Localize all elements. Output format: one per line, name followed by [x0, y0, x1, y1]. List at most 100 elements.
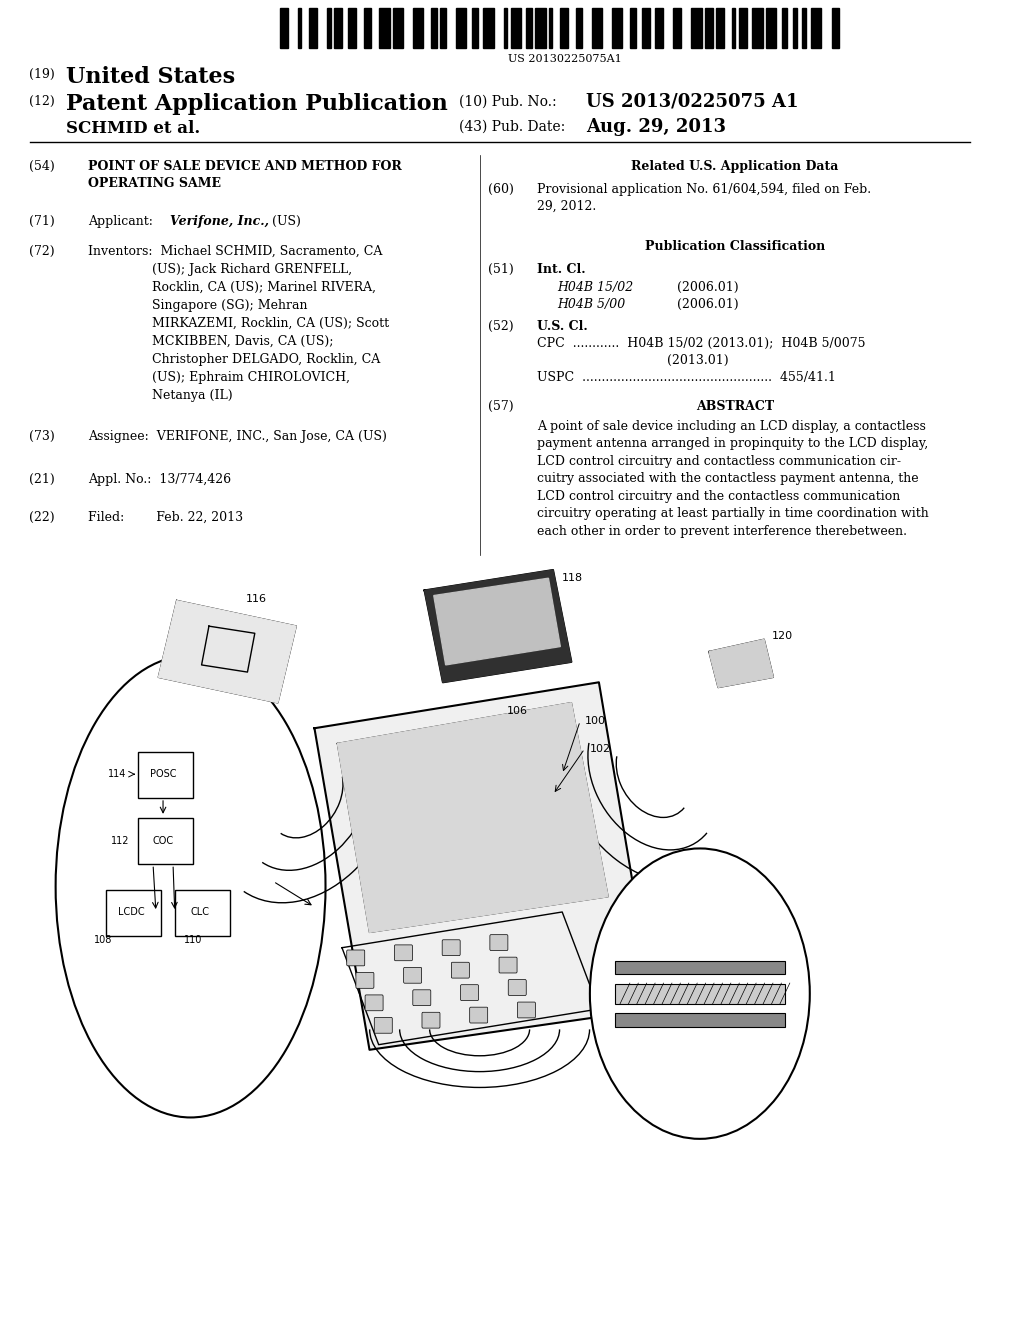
Polygon shape	[434, 578, 560, 665]
Bar	[280, 8, 288, 48]
Text: (52): (52)	[488, 319, 514, 333]
Bar	[631, 8, 636, 48]
Text: (71): (71)	[30, 215, 55, 228]
Polygon shape	[314, 682, 654, 1049]
Text: 102: 102	[720, 936, 738, 946]
Bar	[298, 8, 301, 48]
Text: 108: 108	[94, 936, 113, 945]
FancyBboxPatch shape	[138, 818, 194, 865]
Bar	[642, 8, 649, 48]
FancyBboxPatch shape	[442, 940, 460, 956]
Bar	[831, 8, 840, 48]
Text: 106: 106	[720, 1041, 738, 1052]
Bar	[334, 8, 342, 48]
Text: (US): (US)	[268, 215, 301, 228]
Text: (2006.01): (2006.01)	[677, 298, 738, 312]
Text: (60): (60)	[488, 183, 514, 195]
Text: (10) Pub. No.:: (10) Pub. No.:	[459, 95, 556, 110]
Text: USPC  .................................................  455/41.1: USPC ...................................…	[537, 371, 836, 384]
Bar	[674, 8, 681, 48]
Text: (72): (72)	[30, 246, 55, 257]
Text: 112: 112	[111, 836, 129, 846]
Text: 102: 102	[590, 743, 611, 754]
Text: 110: 110	[184, 936, 203, 945]
Text: Patent Application Publication: Patent Application Publication	[67, 92, 449, 115]
Text: (22): (22)	[30, 511, 55, 524]
Bar	[457, 8, 466, 48]
FancyBboxPatch shape	[614, 1014, 784, 1027]
Bar	[691, 8, 701, 48]
Bar	[393, 8, 403, 48]
Bar	[782, 8, 787, 48]
Bar	[328, 8, 331, 48]
FancyBboxPatch shape	[517, 1002, 536, 1018]
Text: Related U.S. Application Data: Related U.S. Application Data	[631, 160, 839, 173]
Text: Publication Classification: Publication Classification	[644, 240, 824, 253]
Text: (73): (73)	[30, 430, 55, 444]
Text: Inventors:  Michael SCHMID, Sacramento, CA
                (US); Jack Richard GR: Inventors: Michael SCHMID, Sacramento, C…	[88, 246, 389, 403]
Bar	[431, 8, 437, 48]
Text: 100: 100	[585, 715, 606, 726]
FancyBboxPatch shape	[452, 962, 469, 978]
FancyBboxPatch shape	[470, 1007, 487, 1023]
Bar	[592, 8, 602, 48]
Bar	[802, 8, 806, 48]
Text: LCDC: LCDC	[118, 907, 144, 917]
Bar	[577, 8, 582, 48]
Text: CPC  ............  H04B 15/02 (2013.01);  H04B 5/0075: CPC ............ H04B 15/02 (2013.01); H…	[537, 337, 865, 350]
Bar	[472, 8, 478, 48]
Bar	[655, 8, 664, 48]
Text: 118: 118	[562, 573, 584, 583]
Text: United States: United States	[67, 66, 236, 88]
Text: ABSTRACT: ABSTRACT	[695, 400, 774, 413]
FancyBboxPatch shape	[105, 890, 161, 936]
Text: 116: 116	[246, 594, 266, 603]
Bar	[504, 8, 507, 48]
Text: H04B 15/02: H04B 15/02	[557, 281, 633, 294]
Text: POSC: POSC	[150, 770, 176, 779]
Bar	[379, 8, 389, 48]
FancyBboxPatch shape	[366, 995, 383, 1011]
FancyBboxPatch shape	[175, 890, 229, 936]
Text: A point of sale device including an LCD display, a contactless
payment antenna a: A point of sale device including an LCD …	[537, 420, 929, 539]
Bar	[440, 8, 446, 48]
Bar	[309, 8, 317, 48]
Text: (21): (21)	[30, 473, 55, 486]
Text: COC: COC	[153, 836, 174, 846]
Text: (2013.01): (2013.01)	[667, 354, 728, 367]
FancyBboxPatch shape	[508, 979, 526, 995]
Text: Assignee:  VERIFONE, INC., San Jose, CA (US): Assignee: VERIFONE, INC., San Jose, CA (…	[88, 430, 387, 444]
Polygon shape	[425, 570, 571, 682]
Bar	[511, 8, 520, 48]
FancyBboxPatch shape	[138, 751, 194, 797]
Circle shape	[590, 849, 810, 1139]
Text: 120: 120	[771, 631, 793, 642]
Bar	[483, 8, 494, 48]
Text: US 2013/0225075 A1: US 2013/0225075 A1	[586, 92, 798, 111]
Text: Appl. No.:  13/774,426: Appl. No.: 13/774,426	[88, 473, 231, 486]
Text: CLC: CLC	[190, 907, 209, 917]
FancyBboxPatch shape	[374, 1018, 392, 1034]
FancyBboxPatch shape	[413, 990, 431, 1006]
Bar	[612, 8, 623, 48]
Bar	[716, 8, 724, 48]
Bar	[348, 8, 355, 48]
Text: POINT OF SALE DEVICE AND METHOD FOR
OPERATING SAME: POINT OF SALE DEVICE AND METHOD FOR OPER…	[88, 160, 401, 190]
Bar	[811, 8, 821, 48]
Bar	[364, 8, 372, 48]
FancyBboxPatch shape	[403, 968, 422, 983]
FancyBboxPatch shape	[422, 1012, 440, 1028]
Text: (43) Pub. Date:: (43) Pub. Date:	[459, 120, 565, 135]
FancyBboxPatch shape	[356, 973, 374, 989]
FancyBboxPatch shape	[499, 957, 517, 973]
FancyBboxPatch shape	[347, 950, 365, 966]
Text: 114: 114	[108, 770, 126, 779]
Bar	[739, 8, 746, 48]
Bar	[753, 8, 763, 48]
FancyBboxPatch shape	[614, 983, 784, 1003]
Text: Provisional application No. 61/604,594, filed on Feb.
29, 2012.: Provisional application No. 61/604,594, …	[537, 183, 871, 213]
FancyBboxPatch shape	[461, 985, 478, 1001]
Bar	[794, 8, 797, 48]
Text: (51): (51)	[488, 263, 514, 276]
Bar	[732, 8, 735, 48]
